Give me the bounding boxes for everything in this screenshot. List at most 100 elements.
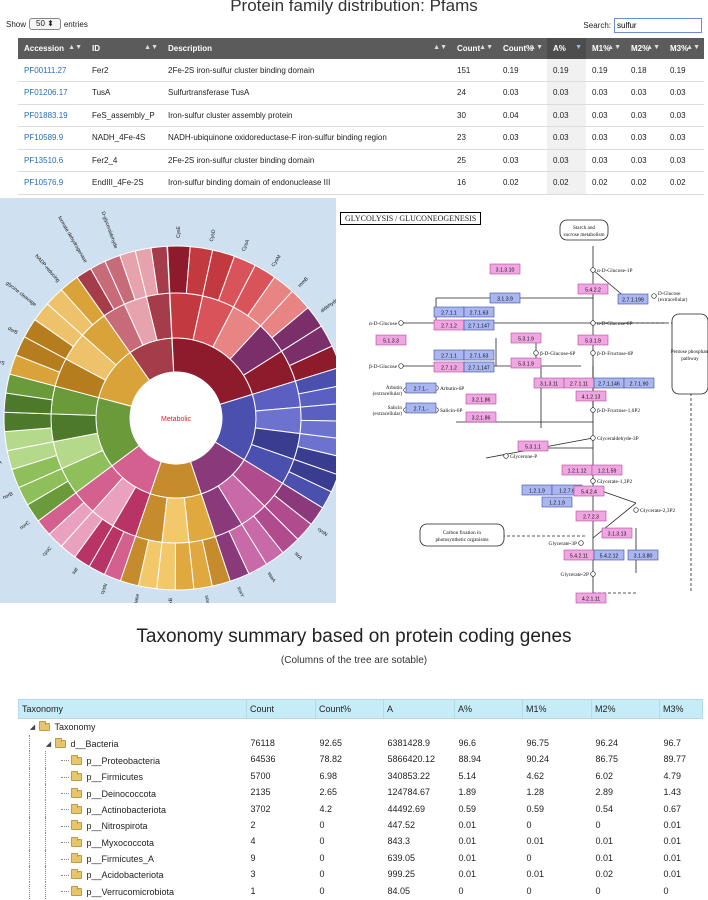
sunburst-outer-ring-segment[interactable] xyxy=(150,245,170,295)
table-cell: 2 xyxy=(250,820,256,831)
enzyme-box[interactable] xyxy=(575,592,607,604)
column-header-m1-pct[interactable]: M1% ▲▼ xyxy=(586,38,625,59)
accession-link[interactable]: PF13510.6 xyxy=(18,149,86,172)
taxonomy-row[interactable]: ◢ d__Bacteria 76118 92.65 6381428.9 96.6 96.75… xyxy=(19,734,703,752)
enzyme-box[interactable] xyxy=(617,293,649,305)
taxonomy-row[interactable]: ◢ Taxonomy xyxy=(19,719,703,735)
taxonomy-row[interactable]: p__Firmicutes 5700 6.98 340853.22 5.14 4.62 6.… xyxy=(19,767,703,785)
enzyme-box[interactable] xyxy=(465,411,497,423)
enzyme-box[interactable] xyxy=(575,510,607,522)
tree-node[interactable]: p__Firmicutes xyxy=(60,771,143,782)
sunburst-chart[interactable]: MetabolicCysECysDCysACysMrnmBaldehyde de… xyxy=(0,198,336,603)
taxonomy-row[interactable]: p__Acidobacteriota 3 0 999.25 0.01 0.01 0.02 0.… xyxy=(19,866,703,883)
taxonomy-row[interactable]: p__Myxococcota 4 0 843.3 0.01 0.01 0.01 0.01 xyxy=(19,833,703,850)
expand-toggle-icon[interactable]: ◢ xyxy=(29,724,36,732)
enzyme-box[interactable] xyxy=(405,402,437,414)
accession-link[interactable]: PF10576.9 xyxy=(18,171,86,195)
column-header-m1-pct[interactable]: M1% xyxy=(522,699,592,719)
compound-node[interactable] xyxy=(633,507,639,513)
column-header-m3-pct[interactable]: M3% ▲▼ xyxy=(664,38,704,59)
column-header-count-pct[interactable]: Count% xyxy=(315,699,384,719)
column-header-a-pct[interactable]: A% ▼ xyxy=(547,38,586,59)
column-header-count-pct[interactable]: Count% ▲▼ xyxy=(497,38,547,59)
tree-node[interactable]: p__Myxococcota xyxy=(60,836,154,848)
enzyme-box[interactable] xyxy=(517,440,549,452)
compound-node[interactable] xyxy=(398,320,404,326)
enzyme-box[interactable] xyxy=(591,464,623,476)
sunburst-center[interactable] xyxy=(130,372,222,464)
taxonomy-row[interactable]: p__Verrucomicrobiota 1 0 84.05 0 0 0 0 xyxy=(19,882,703,899)
column-header-m3-pct[interactable]: M3% xyxy=(659,699,703,719)
tree-node[interactable]: p__Acidobacteriota xyxy=(60,869,164,880)
taxonomy-row[interactable]: p__Proteobacteria 64536 78.82 5866420.12 88.… xyxy=(19,751,703,768)
column-header-m2-pct[interactable]: M2% ▲▼ xyxy=(625,38,664,59)
tree-node[interactable]: p__Actinobacteriota xyxy=(60,803,166,815)
compound-node[interactable] xyxy=(590,350,596,356)
pathway-map-link[interactable] xyxy=(559,219,609,241)
column-header-count[interactable]: Count ▲▼ xyxy=(451,38,497,59)
enzyme-box[interactable] xyxy=(510,357,542,369)
column-header-a-pct[interactable]: A% xyxy=(454,699,523,719)
enzyme-box[interactable] xyxy=(465,393,497,405)
enzyme-box[interactable] xyxy=(405,382,437,394)
enzyme-box[interactable] xyxy=(573,485,605,497)
tree-node[interactable]: p__Nitrospirota xyxy=(60,820,148,831)
enzyme-box[interactable] xyxy=(623,377,655,389)
column-header-accession[interactable]: Accession ▲▼ xyxy=(18,38,86,59)
taxonomy-row[interactable]: p__Deinococcota 2135 2.65 124784.67 1.89 1.28… xyxy=(19,784,703,801)
tree-node[interactable]: ◢ d__Bacteria xyxy=(45,737,119,749)
expand-toggle-icon[interactable]: ◢ xyxy=(45,740,52,748)
enzyme-box[interactable] xyxy=(627,549,659,561)
page-length-select[interactable]: 50 ⬍ xyxy=(29,18,61,30)
compound-node[interactable] xyxy=(590,435,596,441)
enzyme-box[interactable] xyxy=(375,334,407,346)
enzyme-box[interactable] xyxy=(489,292,521,304)
accession-link[interactable]: PF01206.17 xyxy=(18,81,86,105)
search-input[interactable] xyxy=(614,18,702,33)
enzyme-box[interactable] xyxy=(593,549,625,561)
sunburst-outer-ring-segment[interactable] xyxy=(3,411,52,433)
enzyme-box[interactable] xyxy=(577,334,609,346)
compound-node[interactable] xyxy=(398,363,404,369)
tree-node[interactable]: p__Firmicutes_A xyxy=(60,853,154,864)
accession-link[interactable]: PF10589.9 xyxy=(18,126,86,150)
column-header-taxonomy[interactable]: Taxonomy xyxy=(18,699,247,719)
compound-node[interactable] xyxy=(578,540,584,546)
pathway-map-link[interactable] xyxy=(671,313,708,395)
compound-node[interactable] xyxy=(651,293,657,299)
compound-node[interactable] xyxy=(590,267,596,273)
enzyme-box[interactable] xyxy=(463,306,495,318)
tree-node[interactable]: p__Verrucomicrobiota xyxy=(60,885,174,897)
compound-node[interactable] xyxy=(533,350,539,356)
column-header-count[interactable]: Count xyxy=(246,699,316,719)
compound-node[interactable] xyxy=(590,407,596,413)
pathway-map-link[interactable] xyxy=(419,523,505,547)
tree-node[interactable]: p__Proteobacteria xyxy=(60,754,160,766)
compound-node[interactable] xyxy=(590,571,596,577)
enzyme-box[interactable] xyxy=(510,332,542,344)
compound-node[interactable] xyxy=(503,453,509,459)
enzyme-box[interactable] xyxy=(463,349,495,361)
column-header-id[interactable]: ID ▲▼ xyxy=(86,38,162,59)
taxonomy-row[interactable]: p__Actinobacteriota 3702 4.2 44492.69 0.59 0.… xyxy=(19,800,703,817)
enzyme-box[interactable] xyxy=(541,496,573,508)
taxonomy-row[interactable]: p__Firmicutes_A 9 0 639.05 0.01 0 0.01 0.01 xyxy=(19,849,703,867)
enzyme-box[interactable] xyxy=(601,527,633,539)
table-cell: 6381428.9 xyxy=(387,738,431,749)
taxonomy-row[interactable]: p__Nitrospirota 2 0 447.52 0.01 0 0 0.01 xyxy=(19,816,703,834)
column-header-a[interactable]: A xyxy=(383,699,455,719)
tree-node[interactable]: p__Deinococcota xyxy=(60,787,156,799)
enzyme-box[interactable] xyxy=(463,319,495,331)
tree-node[interactable]: ◢ Taxonomy xyxy=(29,721,96,732)
enzyme-box[interactable] xyxy=(489,263,521,275)
enzyme-box[interactable] xyxy=(575,390,607,402)
enzyme-box[interactable] xyxy=(463,361,495,373)
column-header-m2-pct[interactable]: M2% xyxy=(591,699,660,719)
enzyme-box[interactable] xyxy=(577,283,609,295)
accession-link[interactable]: PF01883.19 xyxy=(18,104,86,127)
compound-node[interactable] xyxy=(590,478,596,484)
compound-node[interactable] xyxy=(590,320,596,326)
column-header-description[interactable]: Description ▲▼ xyxy=(162,38,451,59)
accession-link[interactable]: PF00111.27 xyxy=(18,59,86,82)
